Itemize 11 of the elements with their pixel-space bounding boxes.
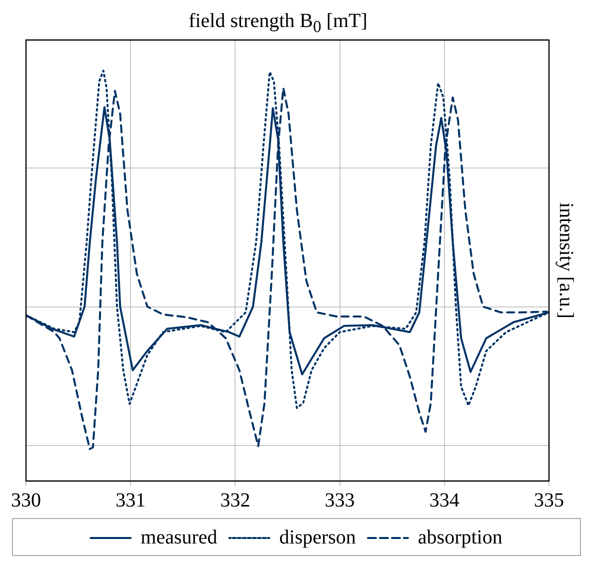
x-tick-label: 334 — [429, 489, 460, 512]
x-tick-label: 335 — [534, 489, 564, 512]
x-tick-label: 330 — [11, 489, 41, 512]
y-axis-title: intensity [a.u.] — [554, 202, 577, 319]
legend-label: measured — [140, 526, 218, 548]
x-axis-title: field strength B$_{0}$ [mT] — [188, 9, 368, 36]
x-tick-label: 331 — [116, 489, 146, 512]
x-tick-label: 332 — [220, 489, 250, 512]
legend-label: disperson — [279, 526, 356, 548]
x-tick-label: 333 — [324, 489, 355, 512]
legend-label: absorption — [418, 526, 502, 548]
